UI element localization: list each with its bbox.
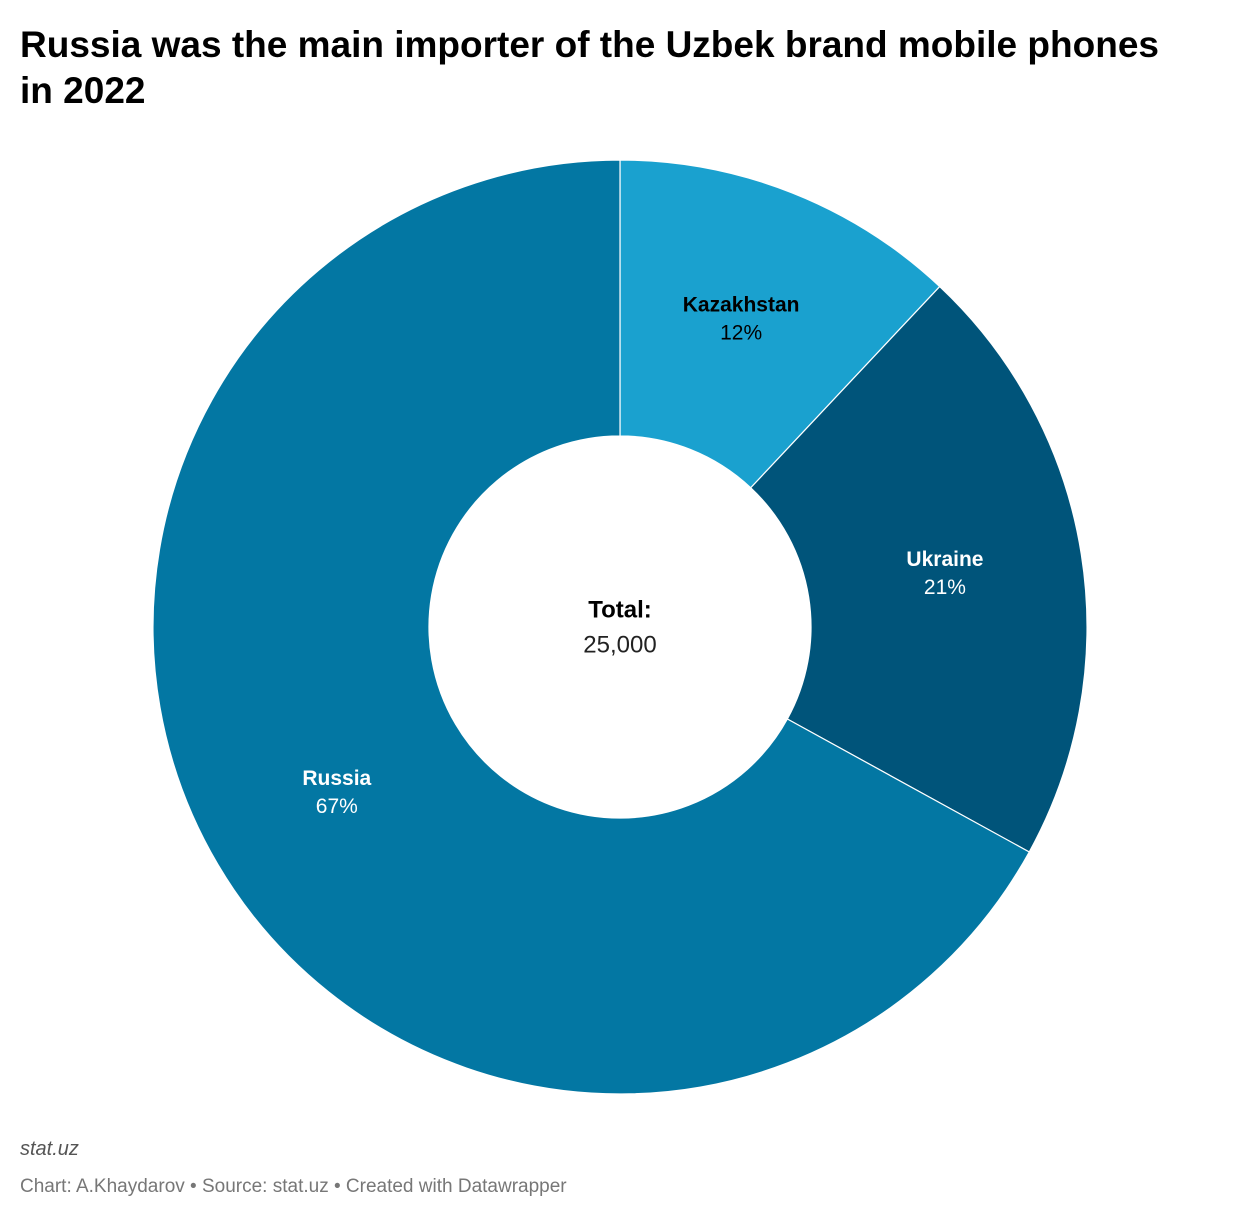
- donut-slice: [152, 159, 1031, 1095]
- slice-label: Russia: [302, 767, 371, 790]
- slice-value-label: 67%: [316, 795, 358, 818]
- center-value: 25,000: [583, 631, 656, 658]
- donut-slice: [619, 159, 941, 489]
- brand: stat.uz: [20, 1138, 79, 1160]
- slice-value-label: 21%: [924, 576, 966, 599]
- slice-value-label: 12%: [720, 322, 762, 345]
- donut-slice: [749, 285, 1088, 853]
- slice-label: Kazakhstan: [683, 294, 800, 317]
- center-title: Total:: [588, 596, 652, 623]
- chart-title: Russia was the main importer of the Uzbe…: [20, 24, 1159, 111]
- slice-label: Ukraine: [906, 548, 983, 571]
- credit: Chart: A.Khaydarov • Source: stat.uz • C…: [20, 1176, 567, 1197]
